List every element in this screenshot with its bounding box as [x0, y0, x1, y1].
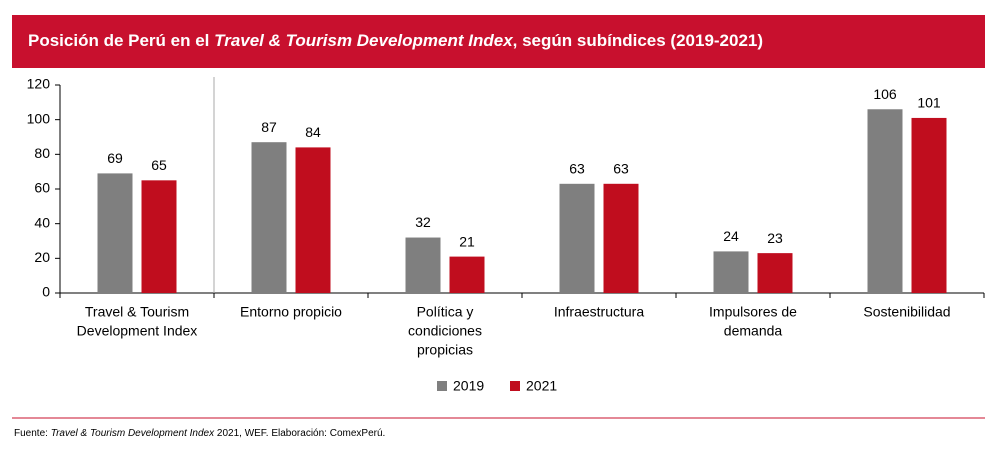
value-label: 106	[873, 86, 897, 102]
bar	[141, 180, 177, 293]
bar	[867, 109, 903, 294]
legend-label: 2019	[453, 378, 484, 394]
y-tick-label: 80	[34, 145, 50, 161]
x-tick-label: Infraestructura	[554, 304, 644, 320]
value-label: 101	[917, 95, 941, 111]
source: Fuente: Travel & Tourism Development Ind…	[14, 428, 385, 439]
x-tick-label: Travel & Tourism	[85, 304, 189, 320]
chart-title: Posición de Perú en el Travel & Tourism …	[28, 31, 763, 50]
value-label: 24	[723, 228, 739, 244]
x-tick-label: demanda	[724, 323, 783, 339]
source-part: Fuente:	[14, 428, 51, 439]
x-tick-label: propicias	[417, 342, 473, 358]
legend-label: 2021	[526, 378, 557, 394]
bar	[603, 183, 639, 293]
y-tick-label: 40	[34, 214, 50, 230]
bar	[405, 237, 441, 293]
legend-swatch	[510, 381, 520, 391]
bar	[97, 173, 133, 293]
title-part: , según subíndices (2019-2021)	[513, 31, 763, 50]
x-tick-label: Impulsores de	[709, 304, 797, 320]
bar	[449, 256, 485, 293]
bar	[713, 251, 749, 293]
value-label: 69	[107, 150, 123, 166]
value-label: 63	[613, 161, 629, 177]
title-part: Posición de Perú en el	[28, 31, 214, 50]
value-label: 32	[415, 214, 431, 230]
bar	[757, 253, 793, 293]
bar	[559, 183, 595, 293]
value-label: 84	[305, 124, 321, 140]
source-part: 2021, WEF. Elaboración: ComexPerú.	[214, 428, 385, 439]
legend-swatch	[437, 381, 447, 391]
value-label: 23	[767, 230, 783, 246]
bar	[295, 147, 331, 293]
title-part: Travel & Tourism Development Index	[214, 31, 514, 50]
y-tick-label: 120	[27, 76, 51, 92]
source-part: Travel & Tourism Development Index	[51, 428, 215, 439]
value-label: 63	[569, 161, 585, 177]
y-tick-label: 100	[27, 110, 51, 126]
x-tick-label: Política y	[417, 304, 474, 320]
bar	[251, 142, 287, 293]
x-tick-label: Sostenibilidad	[863, 304, 950, 320]
title-bar	[12, 15, 985, 68]
y-tick-label: 60	[34, 180, 50, 196]
x-tick-label: condiciones	[408, 323, 482, 339]
y-tick-label: 20	[34, 249, 50, 265]
x-tick-label: Development Index	[77, 323, 198, 339]
x-tick-label: Entorno propicio	[240, 304, 342, 320]
value-label: 21	[459, 233, 475, 249]
bar	[911, 117, 947, 293]
value-label: 65	[151, 157, 167, 173]
value-label: 87	[261, 119, 277, 135]
y-tick-label: 0	[42, 284, 50, 300]
